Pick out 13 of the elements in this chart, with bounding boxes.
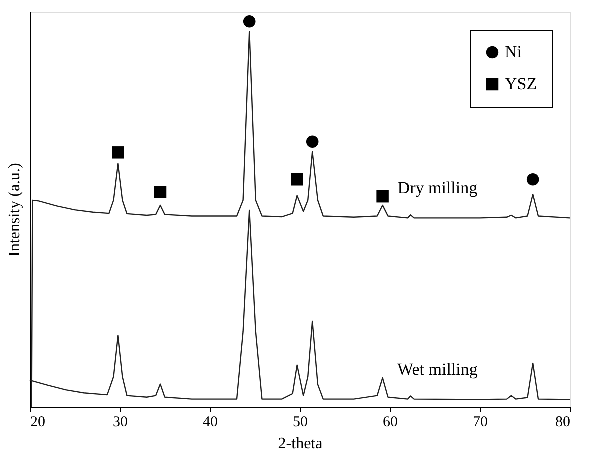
x-axis-title: 2-theta <box>278 436 323 452</box>
x-tick-label: 60 <box>383 414 398 430</box>
x-tick-label: 40 <box>203 414 218 430</box>
legend-label: YSZ <box>505 74 538 94</box>
x-tick-label: 20 <box>30 414 46 430</box>
x-tick-label: 80 <box>556 414 570 430</box>
y-axis-title: Intensity (a.u.) <box>6 163 24 257</box>
x-tick-label: 50 <box>293 414 308 430</box>
annotation: Dry milling <box>398 178 478 198</box>
legend-label: Ni <box>505 42 522 62</box>
x-tick-label: 70 <box>473 414 488 430</box>
annotation: Wet milling <box>398 360 478 380</box>
x-tick-label: 30 <box>113 414 128 430</box>
